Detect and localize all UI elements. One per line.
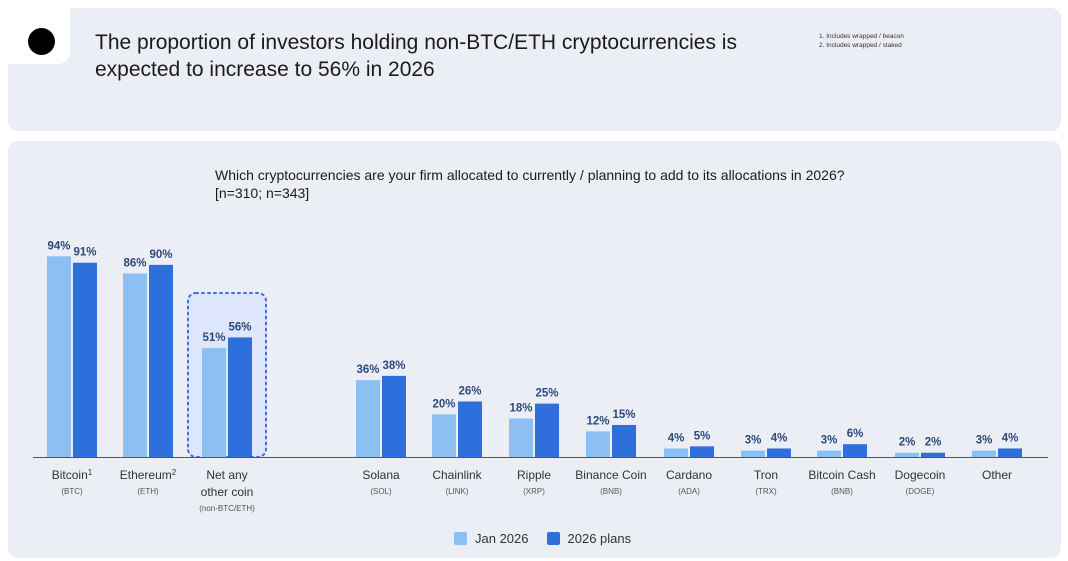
value-label-solana-jan-2026: 36%	[356, 364, 379, 376]
category-sublabel-ripple: (XRP)	[523, 487, 545, 496]
category-sublabel-binance-coin: (BNB)	[600, 487, 622, 496]
legend-label-jan-2026: Jan 2026	[475, 531, 529, 546]
value-label-ethereum-2026-plans: 90%	[149, 249, 172, 261]
value-label-cardano-jan-2026: 4%	[668, 432, 685, 444]
category-footnote-marker-bitcoin: 1	[88, 468, 93, 477]
value-label-cardano-2026-plans: 5%	[694, 430, 711, 442]
bar-ethereum-jan-2026	[123, 273, 147, 457]
value-label-other-2026-plans: 4%	[1002, 432, 1019, 444]
bar-binance-coin-jan-2026	[586, 431, 610, 457]
value-label-binance-coin-jan-2026: 12%	[586, 415, 609, 427]
value-label-solana-2026-plans: 38%	[382, 360, 405, 372]
bar-bitcoin-cash-jan-2026	[817, 450, 841, 457]
value-label-bitcoin-cash-2026-plans: 6%	[847, 428, 864, 440]
footnotes: 1. Includes wrapped / beacon 2. Includes…	[819, 32, 904, 50]
footnote-2: 2. Includes wrapped / staked	[819, 42, 902, 49]
value-label-dogecoin-jan-2026: 2%	[899, 437, 916, 449]
highlight-box	[187, 292, 267, 458]
bar-dogecoin-2026-plans	[921, 452, 945, 457]
question-sample: [n=310; n=343]	[215, 185, 310, 201]
bar-binance-coin-2026-plans	[612, 424, 636, 457]
bar-net-any-other-coin-jan-2026	[202, 348, 226, 457]
category-footnote-marker-ethereum: 2	[172, 468, 177, 477]
category-label-chainlink: Chainlink	[432, 468, 482, 482]
category-sublabel-dogecoin: (DOGE)	[906, 487, 935, 496]
bar-chainlink-2026-plans	[458, 401, 482, 457]
value-label-tron-2026-plans: 4%	[771, 432, 788, 444]
bar-tron-jan-2026	[741, 450, 765, 457]
category-label-bitcoin: Bitcoin1	[52, 468, 93, 483]
value-label-net-any-other-coin-jan-2026: 51%	[202, 332, 225, 344]
category-label-cardano: Cardano	[666, 468, 712, 482]
legend-label-2026-plans: 2026 plans	[567, 531, 632, 546]
bar-bitcoin-jan-2026	[47, 256, 71, 457]
bar-cardano-2026-plans	[690, 446, 714, 457]
chart-legend: Jan 2026 2026 plans	[454, 531, 649, 546]
bullet-dot-icon	[28, 28, 55, 55]
value-label-chainlink-2026-plans: 26%	[458, 385, 481, 397]
category-sublabel-net-any-other-coin: (non-BTC/ETH)	[199, 504, 255, 513]
value-label-binance-coin-2026-plans: 15%	[612, 409, 635, 421]
category-label-tron: Tron	[754, 468, 778, 482]
value-label-ripple-2026-plans: 25%	[535, 388, 558, 400]
value-label-bitcoin-jan-2026: 94%	[47, 240, 70, 252]
category-sublabel-ethereum: (ETH)	[137, 487, 159, 496]
bar-chainlink-jan-2026	[432, 414, 456, 457]
bar-solana-2026-plans	[382, 375, 406, 457]
category-label-binance-coin: Binance Coin	[575, 468, 646, 482]
bar-cardano-jan-2026	[664, 448, 688, 457]
bar-dogecoin-jan-2026	[895, 452, 919, 457]
category-label-dogecoin: Dogecoin	[895, 468, 946, 482]
value-label-bitcoin-cash-jan-2026: 3%	[821, 435, 838, 447]
bar-net-any-other-coin-2026-plans	[228, 337, 252, 457]
value-label-tron-jan-2026: 3%	[745, 435, 762, 447]
category-sublabel-solana: (SOL)	[370, 487, 392, 496]
value-label-ethereum-jan-2026: 86%	[123, 257, 146, 269]
category-sublabel-bitcoin-cash: (BNB)	[831, 487, 853, 496]
bar-other-2026-plans	[998, 448, 1022, 457]
category-label-net-any-other-coin-line2: other coin	[201, 485, 254, 499]
page-title: The proportion of investors holding non-…	[95, 31, 737, 81]
bar-solana-jan-2026	[356, 380, 380, 457]
legend-swatch-2026-plans	[546, 532, 560, 545]
category-sublabel-cardano: (ADA)	[678, 487, 700, 496]
legend-item-2026-plans: 2026 plans	[546, 531, 632, 546]
value-label-ripple-jan-2026: 18%	[509, 403, 532, 415]
category-label-other: Other	[982, 468, 1012, 482]
chart-panel	[8, 141, 1061, 558]
bar-bitcoin-cash-2026-plans	[843, 444, 867, 457]
category-label-solana: Solana	[362, 468, 400, 482]
category-sublabel-bitcoin: (BTC)	[61, 487, 83, 496]
category-label-net-any-other-coin-line1: Net any	[206, 468, 247, 482]
legend-swatch-jan-2026	[454, 532, 467, 545]
category-label-ripple: Ripple	[517, 468, 551, 482]
header-panel	[8, 8, 1061, 131]
category-sublabel-chainlink: (LINK)	[445, 487, 468, 496]
category-label-ethereum: Ethereum2	[120, 468, 177, 483]
bar-other-jan-2026	[972, 450, 996, 457]
value-label-bitcoin-2026-plans: 91%	[73, 247, 96, 259]
category-sublabel-tron: (TRX)	[755, 487, 777, 496]
bar-ripple-2026-plans	[535, 403, 559, 457]
bar-tron-2026-plans	[767, 448, 791, 457]
survey-question: Which cryptocurrencies are your firm all…	[215, 166, 915, 202]
bar-ethereum-2026-plans	[149, 264, 173, 457]
value-label-dogecoin-2026-plans: 2%	[925, 437, 942, 449]
legend-item-jan-2026: Jan 2026	[454, 531, 529, 546]
footnote-1: 1. Includes wrapped / beacon	[819, 33, 904, 40]
bar-bitcoin-2026-plans	[73, 262, 97, 457]
value-label-chainlink-jan-2026: 20%	[432, 398, 455, 410]
category-label-bitcoin-cash: Bitcoin Cash	[808, 468, 875, 482]
question-text: Which cryptocurrencies are your firm all…	[215, 167, 845, 183]
value-label-other-jan-2026: 3%	[976, 435, 993, 447]
value-label-net-any-other-coin-2026-plans: 56%	[228, 321, 251, 333]
bar-ripple-jan-2026	[509, 418, 533, 457]
